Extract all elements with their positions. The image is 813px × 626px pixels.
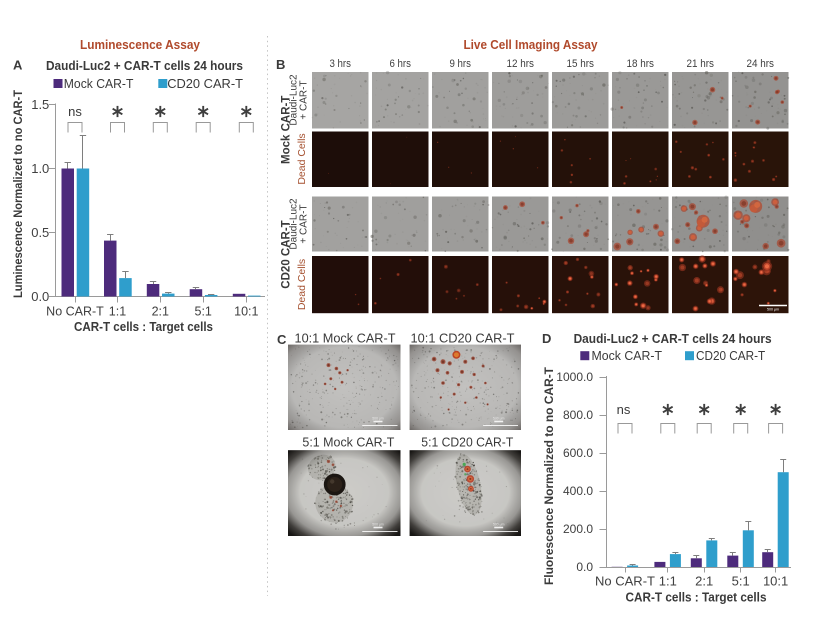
svg-text:500 µm: 500 µm — [493, 417, 505, 421]
svg-text:No CAR-T: No CAR-T — [46, 305, 104, 319]
svg-text:9 hrs: 9 hrs — [450, 58, 472, 70]
svg-text:1.5: 1.5 — [31, 97, 49, 112]
svg-text:18 hrs: 18 hrs — [627, 58, 655, 70]
svg-text:Daudi-Luc2 + CAR-T cells 24 ho: Daudi-Luc2 + CAR-T cells 24 hours — [574, 332, 772, 346]
svg-text:CAR-T cells : Target cells: CAR-T cells : Target cells — [626, 590, 767, 605]
svg-text:600.0: 600.0 — [563, 446, 593, 460]
svg-text:CAR-T cells : Target cells: CAR-T cells : Target cells — [74, 319, 213, 334]
svg-text:3 hrs: 3 hrs — [330, 58, 352, 70]
svg-text:Luminescence Normalized to no: Luminescence Normalized to no CAR-T — [11, 89, 25, 298]
svg-text:200.0: 200.0 — [563, 522, 593, 536]
svg-text:Mock CAR-T: Mock CAR-T — [64, 76, 134, 91]
svg-text:Dead Cells: Dead Cells — [296, 133, 308, 184]
svg-text:Live Cell Imaging Assay: Live Cell Imaging Assay — [464, 38, 598, 52]
svg-text:12 hrs: 12 hrs — [507, 58, 535, 70]
svg-text:ns: ns — [617, 402, 631, 417]
svg-text:5:1 CD20 CAR-T: 5:1 CD20 CAR-T — [421, 436, 513, 450]
svg-text:Mock CAR-T: Mock CAR-T — [592, 348, 663, 363]
svg-text:0.0: 0.0 — [576, 560, 593, 574]
svg-text:500 µm: 500 µm — [767, 308, 779, 312]
svg-text:0.5: 0.5 — [31, 225, 49, 240]
svg-text:C: C — [277, 332, 287, 347]
svg-text:A: A — [13, 58, 23, 73]
svg-text:10:1: 10:1 — [234, 305, 258, 319]
svg-text:5:1 Mock CAR-T: 5:1 Mock CAR-T — [302, 436, 394, 450]
svg-text:10:1 Mock CAR-T: 10:1 Mock CAR-T — [295, 332, 396, 346]
svg-text:1:1: 1:1 — [659, 574, 677, 589]
svg-text:1:1: 1:1 — [109, 305, 126, 319]
svg-text:+ CAR-T: + CAR-T — [299, 80, 310, 119]
svg-text:15 hrs: 15 hrs — [567, 58, 595, 70]
svg-text:800.0: 800.0 — [563, 408, 593, 422]
svg-text:1000.0: 1000.0 — [556, 370, 593, 384]
svg-text:6 hrs: 6 hrs — [390, 58, 412, 70]
svg-text:Daudi-Luc2 + CAR-T cells 24 ho: Daudi-Luc2 + CAR-T cells 24 hours — [46, 59, 243, 73]
svg-text:1.0: 1.0 — [31, 161, 49, 176]
svg-text:5:1: 5:1 — [732, 574, 750, 589]
svg-text:2:1: 2:1 — [152, 305, 169, 319]
svg-text:2:1: 2:1 — [695, 574, 713, 589]
svg-text:400.0: 400.0 — [563, 484, 593, 498]
svg-text:Dead Cells: Dead Cells — [296, 259, 308, 310]
svg-text:0.0: 0.0 — [31, 289, 49, 304]
svg-text:CD20 CAR-T: CD20 CAR-T — [696, 348, 765, 363]
svg-text:10:1 CD20 CAR-T: 10:1 CD20 CAR-T — [411, 332, 515, 346]
svg-text:500 µm: 500 µm — [372, 523, 384, 527]
svg-text:Fluorescence Normalized to no: Fluorescence Normalized to no CAR-T — [542, 366, 556, 585]
svg-text:21 hrs: 21 hrs — [687, 58, 715, 70]
svg-text:500 µm: 500 µm — [493, 523, 505, 527]
svg-text:5:1: 5:1 — [195, 305, 212, 319]
svg-text:Luminescence Assay: Luminescence Assay — [80, 38, 200, 52]
svg-text:D: D — [542, 331, 551, 346]
svg-text:No CAR-T: No CAR-T — [595, 574, 655, 589]
svg-text:CD20 CAR-T: CD20 CAR-T — [167, 76, 243, 91]
svg-text:B: B — [276, 57, 285, 72]
svg-text:500 µm: 500 µm — [372, 417, 384, 421]
svg-text:10:1: 10:1 — [763, 574, 788, 589]
svg-text:24 hrs: 24 hrs — [747, 58, 775, 70]
svg-text:ns: ns — [68, 104, 82, 119]
svg-text:+ CAR-T: + CAR-T — [299, 204, 310, 243]
